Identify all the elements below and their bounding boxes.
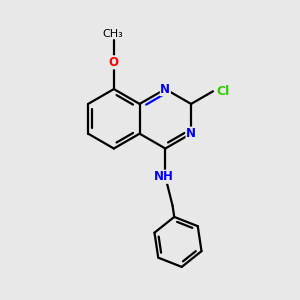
Text: N: N: [160, 82, 170, 96]
Text: N: N: [186, 127, 196, 140]
Text: NH: NH: [154, 170, 174, 183]
Text: O: O: [109, 56, 119, 69]
Text: CH₃: CH₃: [102, 28, 123, 38]
Text: Cl: Cl: [216, 85, 229, 98]
